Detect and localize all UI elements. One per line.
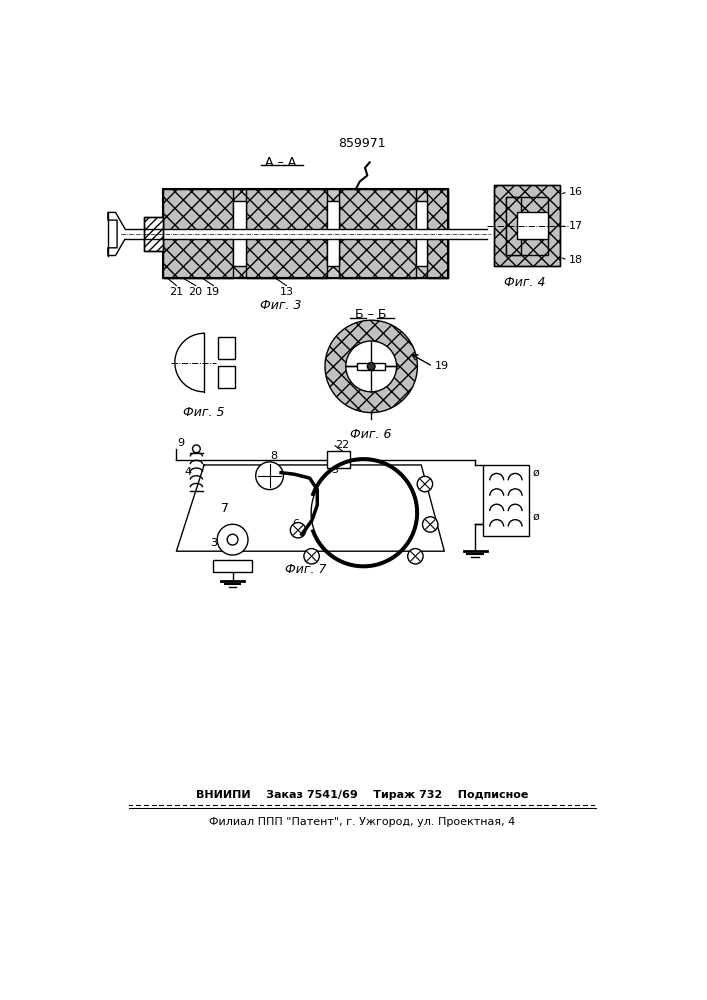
Text: 19: 19 <box>434 361 448 371</box>
Bar <box>494 185 560 266</box>
Bar <box>327 451 351 468</box>
Text: Фиг. 6: Фиг. 6 <box>351 428 392 441</box>
Bar <box>494 185 560 266</box>
Text: Филиал ППП "Патент", г. Ужгород, ул. Проектная, 4: Филиал ППП "Патент", г. Ужгород, ул. Про… <box>209 817 515 827</box>
Circle shape <box>192 445 200 453</box>
Bar <box>327 201 339 266</box>
Text: Фиг. 4: Фиг. 4 <box>504 276 546 289</box>
Bar <box>218 366 235 388</box>
Bar <box>247 189 327 278</box>
Bar <box>125 229 486 239</box>
Bar <box>214 560 252 572</box>
Circle shape <box>325 320 417 413</box>
Text: 13: 13 <box>279 287 293 297</box>
Circle shape <box>417 476 433 492</box>
Circle shape <box>291 523 305 538</box>
Text: 4: 4 <box>185 467 192 477</box>
Text: Б – Б: Б – Б <box>356 308 387 321</box>
Text: 22: 22 <box>335 440 349 450</box>
Text: Фиг. 7: Фиг. 7 <box>285 563 327 576</box>
Text: 8: 8 <box>270 451 277 461</box>
Circle shape <box>256 462 284 490</box>
Text: А – А: А – А <box>265 156 297 169</box>
Bar <box>163 189 233 278</box>
Circle shape <box>346 341 397 392</box>
Bar <box>518 212 549 239</box>
Circle shape <box>227 534 238 545</box>
Bar <box>506 197 521 255</box>
Text: 19: 19 <box>206 287 221 297</box>
Text: Фиг. 3: Фиг. 3 <box>260 299 302 312</box>
Text: 18: 18 <box>569 255 583 265</box>
Text: 859971: 859971 <box>338 137 386 150</box>
Circle shape <box>217 524 248 555</box>
Bar <box>163 189 448 278</box>
Text: 7: 7 <box>221 502 229 515</box>
Text: 17: 17 <box>569 221 583 231</box>
Text: 16: 16 <box>569 187 583 197</box>
Bar <box>218 337 235 359</box>
Text: 3: 3 <box>210 538 217 548</box>
Text: 5: 5 <box>332 465 339 475</box>
Bar <box>339 189 416 278</box>
Bar <box>357 363 385 370</box>
Text: 9: 9 <box>177 438 185 448</box>
Text: 6: 6 <box>292 519 299 529</box>
Bar <box>483 465 529 536</box>
Bar <box>428 189 448 278</box>
Text: ø: ø <box>533 468 539 478</box>
Circle shape <box>408 549 423 564</box>
Bar <box>260 466 279 485</box>
Text: ВНИИПИ    Заказ 7541/69    Тираж 732    Подписное: ВНИИПИ Заказ 7541/69 Тираж 732 Подписное <box>196 790 528 800</box>
Circle shape <box>368 363 375 370</box>
Text: Фиг. 5: Фиг. 5 <box>183 406 225 419</box>
Bar <box>144 217 163 251</box>
Bar <box>506 197 549 255</box>
Bar <box>163 189 448 278</box>
Text: ø: ø <box>533 512 539 522</box>
Bar <box>233 201 247 266</box>
Circle shape <box>423 517 438 532</box>
Circle shape <box>304 549 320 564</box>
Bar <box>144 217 163 251</box>
Text: 21: 21 <box>169 287 183 297</box>
Bar <box>416 201 428 266</box>
Text: 20: 20 <box>189 287 203 297</box>
